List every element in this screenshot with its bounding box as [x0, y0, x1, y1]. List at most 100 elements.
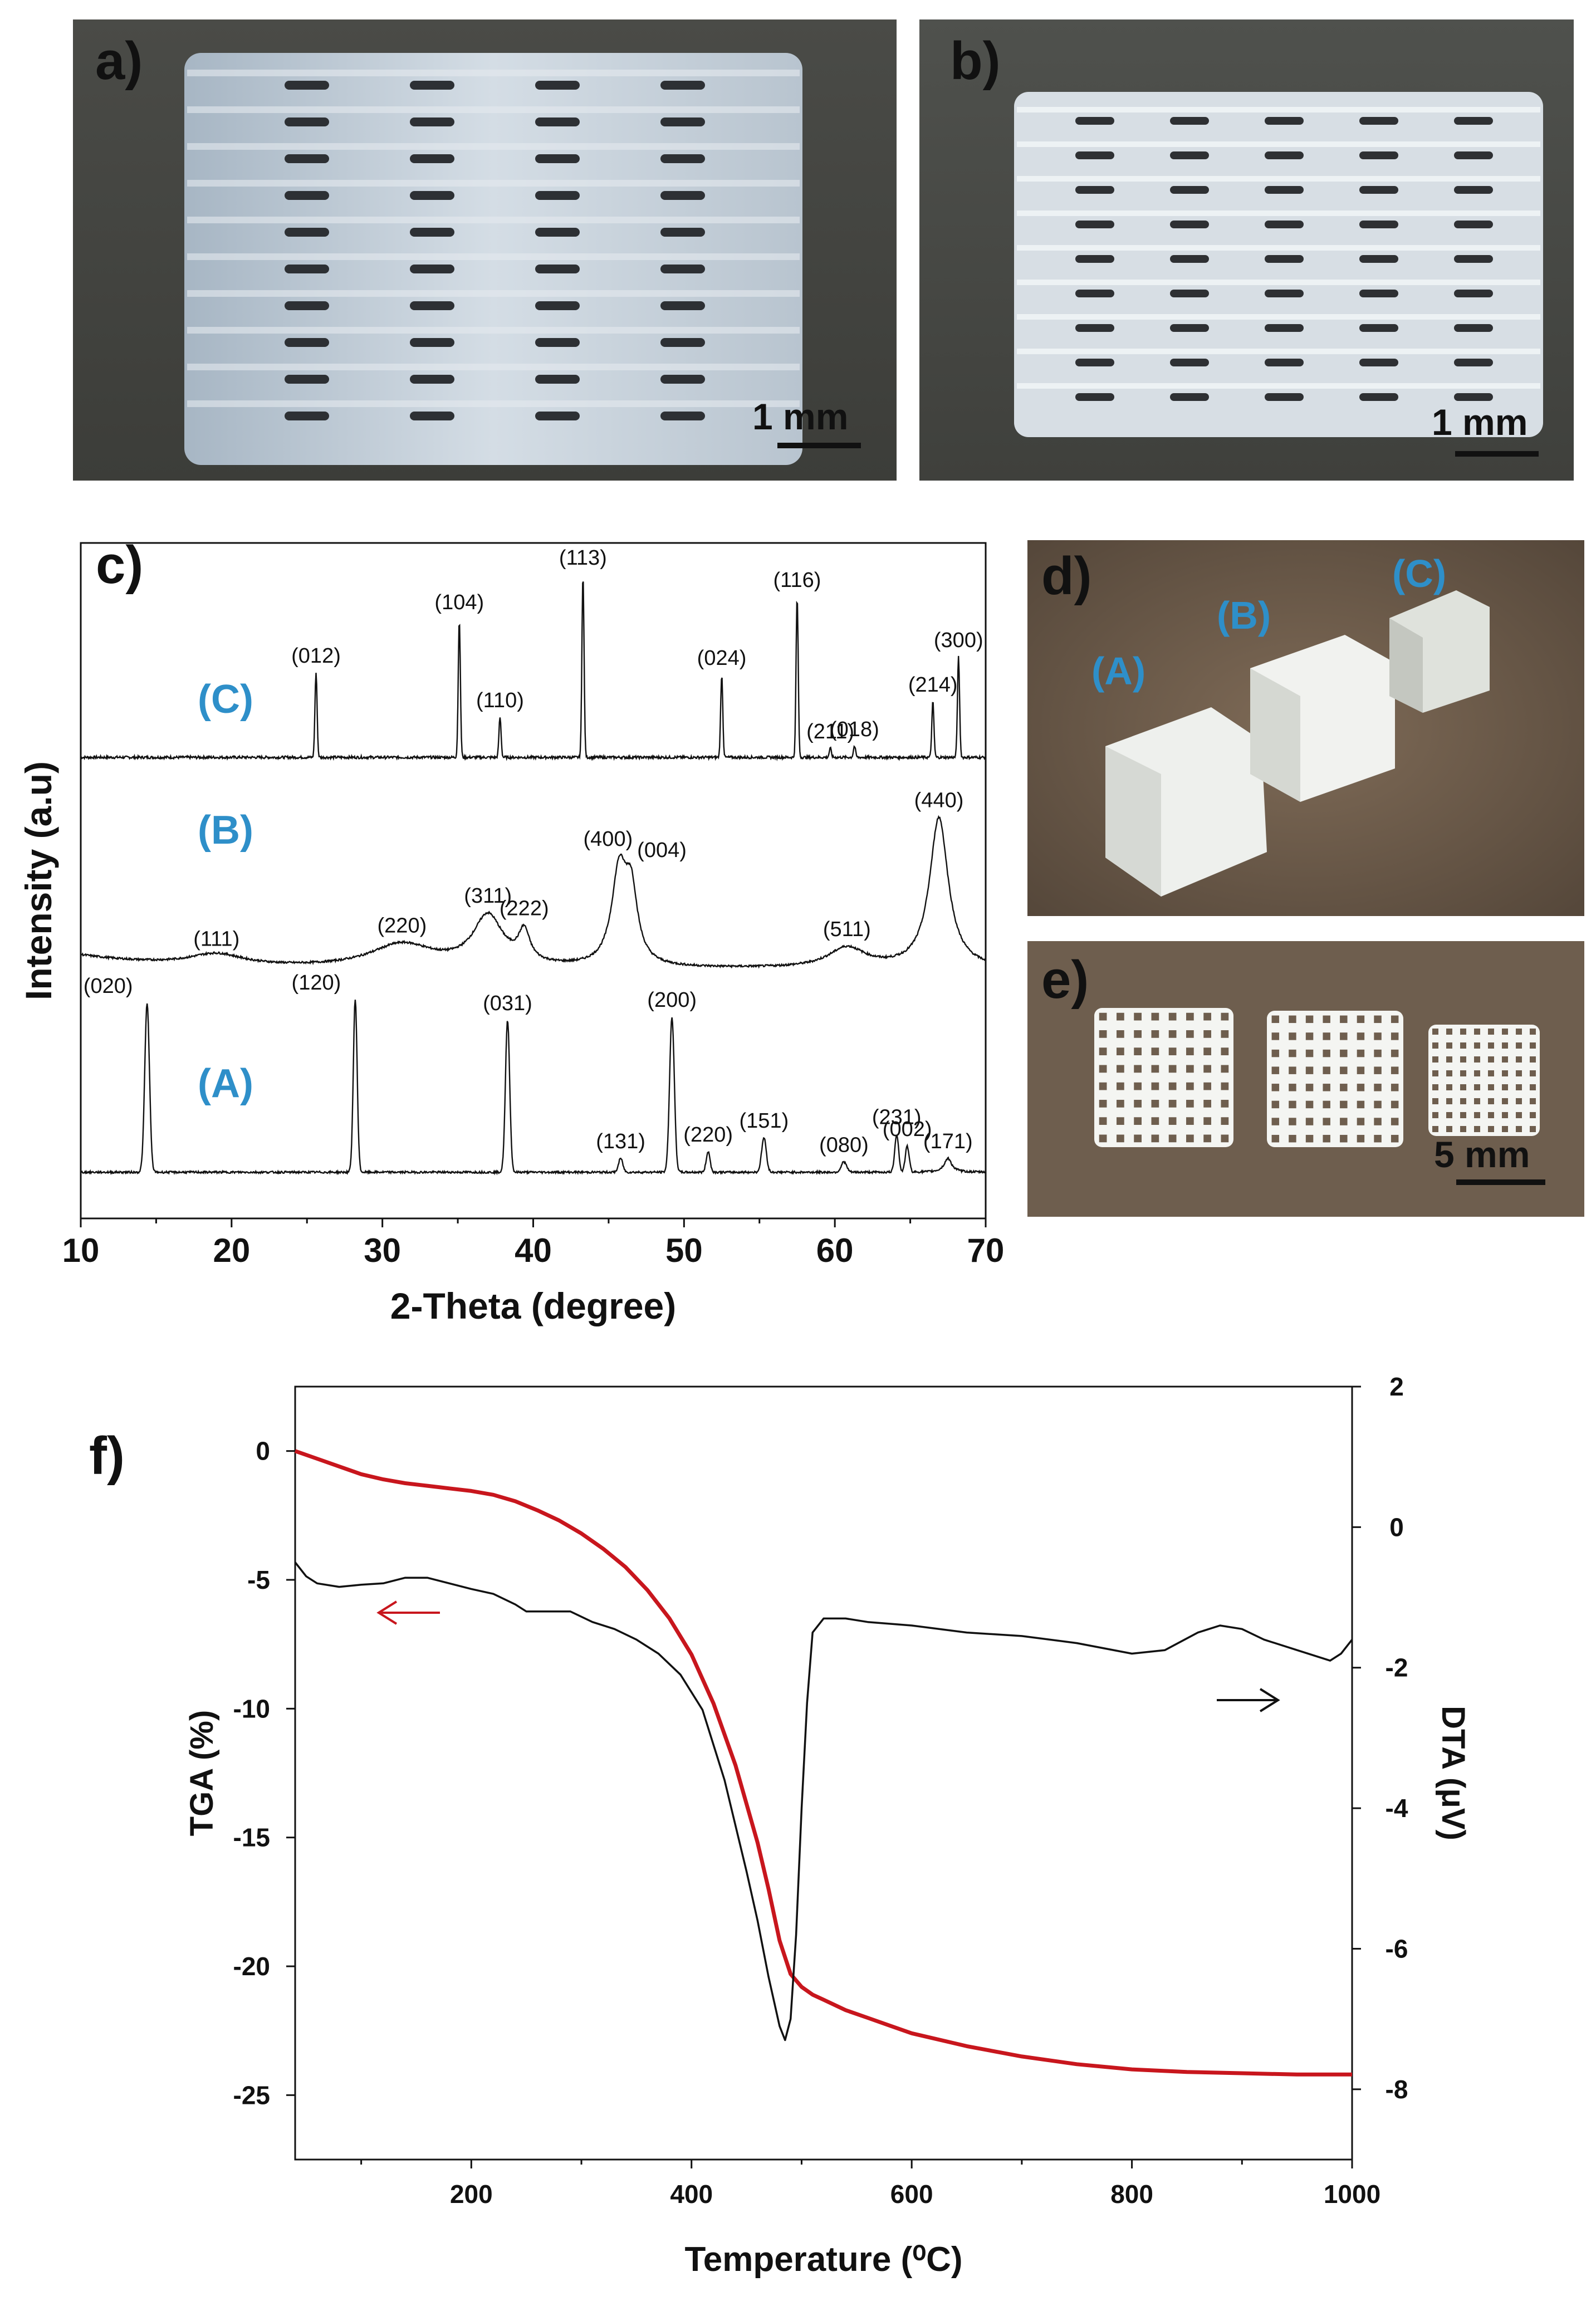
y-axis-title-right: DTA (μV) [1435, 1706, 1471, 1840]
scaffold-hole [1203, 1117, 1211, 1125]
peak-label: (120) [292, 971, 341, 995]
scaffold-hole [1340, 1118, 1348, 1125]
x-tick-label: 400 [670, 2180, 713, 2209]
scaffold-strand [187, 180, 800, 187]
scaffold-hole [1530, 1112, 1536, 1118]
scaffold-pore [1454, 393, 1493, 401]
scaffold-hole [1446, 1056, 1452, 1063]
peak-label: (214) [908, 673, 958, 697]
scaffold-hole [1374, 1066, 1382, 1074]
scaffold-hole [1460, 1029, 1466, 1035]
scaffold-hole [1474, 1098, 1480, 1104]
xrd-series-line [80, 581, 987, 762]
y-axis-title-left: TGA (%) [184, 1710, 220, 1837]
scaffold-pore [1359, 255, 1398, 263]
scaffold-hole [1168, 1030, 1177, 1038]
scaffold-pore [1170, 393, 1209, 401]
peak-label: (104) [434, 591, 484, 614]
scaffold-hole [1474, 1084, 1480, 1090]
x-tick-label: 60 [816, 1232, 854, 1269]
scaffold-hole [1186, 1065, 1194, 1073]
scaffold-pore [660, 338, 705, 347]
scaffold-pore [1075, 393, 1114, 401]
scaffold-pore [1359, 221, 1398, 228]
peak-label: (200) [647, 988, 697, 1012]
scaffold-hole [1357, 1032, 1365, 1040]
scaffold-pore [1170, 186, 1209, 194]
scaffold-pore [1170, 359, 1209, 366]
x-tick-label: 800 [1110, 2180, 1153, 2209]
scaffold-hole [1117, 1134, 1124, 1143]
scaffold-hole [1099, 1117, 1107, 1125]
scaffold-hole [1432, 1112, 1438, 1118]
scaffold-hole [1357, 1100, 1365, 1109]
scaffold-hole [1134, 1117, 1142, 1125]
scaffold-hole [1305, 1066, 1314, 1074]
scaffold-hole [1186, 1012, 1194, 1021]
scaffolds-d-illustration [1027, 540, 1584, 916]
scaffold-pore [1454, 117, 1493, 125]
scaffold-hole [1357, 1134, 1365, 1143]
panel-label-d: d) [1041, 546, 1092, 606]
peak-label: (024) [697, 647, 747, 670]
x-tick-label: 40 [515, 1232, 552, 1269]
scaffold-hole [1391, 1066, 1399, 1074]
scaffold-pore [535, 81, 580, 90]
scaffold-hole [1151, 1082, 1159, 1090]
scaffold-hole [1134, 1082, 1142, 1090]
scaffold-hole [1323, 1066, 1330, 1074]
peak-label: (004) [637, 839, 687, 862]
scaffold-pore [410, 154, 454, 163]
panel-label-f: f) [89, 1426, 125, 1486]
scaffold-hole [1391, 1118, 1399, 1125]
x-tick-label: 50 [665, 1232, 703, 1269]
scaffold-hole [1374, 1032, 1382, 1040]
scaffold-hole [1460, 1112, 1466, 1118]
peak-label: (018) [830, 718, 879, 741]
scaffold-pore [1075, 290, 1114, 297]
scaffold-hole [1289, 1134, 1296, 1143]
x-tick-label: 10 [62, 1232, 100, 1269]
scaffold-hole [1516, 1084, 1522, 1090]
scaffold-pore [1265, 186, 1304, 194]
scaffold-strand [187, 70, 800, 76]
left-axis-arrowhead [376, 1600, 398, 1625]
scaffold-hole [1151, 1047, 1159, 1055]
y-axis-title: Intensity (a.u) [18, 761, 59, 1000]
peak-label: (300) [934, 629, 983, 652]
y-tick-label-left: -15 [233, 1823, 270, 1852]
scaffold-hole [1117, 1065, 1124, 1073]
panel-label-a: a) [95, 31, 143, 91]
scaffold-hole [1168, 1047, 1177, 1055]
scaffold-hole [1357, 1049, 1365, 1057]
scaffold-hole [1168, 1082, 1177, 1090]
scaffold-hole [1340, 1084, 1348, 1091]
scaffold-hole [1502, 1112, 1508, 1118]
scaffold-pore [410, 81, 454, 90]
scaffold-hole [1221, 1100, 1229, 1108]
thermal-chart-panel: 200 400 600 800 1000 0 -5 -10 -15 -20 -25 2 0 -2 -4 -6 -… [0, 1364, 1596, 2303]
scaffold-pore [410, 412, 454, 420]
scaffold-hole [1117, 1012, 1124, 1021]
series-label: (B) [198, 808, 253, 853]
photo-panel-b: b) 1 mm [919, 19, 1574, 481]
scaffold-pore [1170, 117, 1209, 125]
scaffold-hole [1340, 1066, 1348, 1074]
scaffold-pore [1075, 221, 1114, 228]
scaffold-hole [1221, 1030, 1229, 1038]
x-tick-label: 200 [450, 2180, 493, 2209]
peak-label: (110) [476, 689, 524, 712]
scaffold-hole [1391, 1084, 1399, 1091]
x-axis-title: 2-Theta (degree) [390, 1285, 676, 1326]
scaffold-pore [660, 117, 705, 126]
scaffold-pore [1170, 151, 1209, 159]
scaffold-hole [1168, 1117, 1177, 1125]
scaffold-hole [1168, 1065, 1177, 1073]
scaffold-hole [1516, 1112, 1522, 1118]
xrd-chart-panel: 10 20 30 40 50 60 70 2-Theta (degree) Intensity … [0, 523, 1025, 1348]
scaffold-hole [1134, 1134, 1142, 1143]
scaffold-hole [1391, 1015, 1399, 1024]
scaffold-hole [1502, 1126, 1508, 1132]
peak-label: (511) [823, 918, 871, 941]
peak-label: (440) [914, 789, 964, 812]
